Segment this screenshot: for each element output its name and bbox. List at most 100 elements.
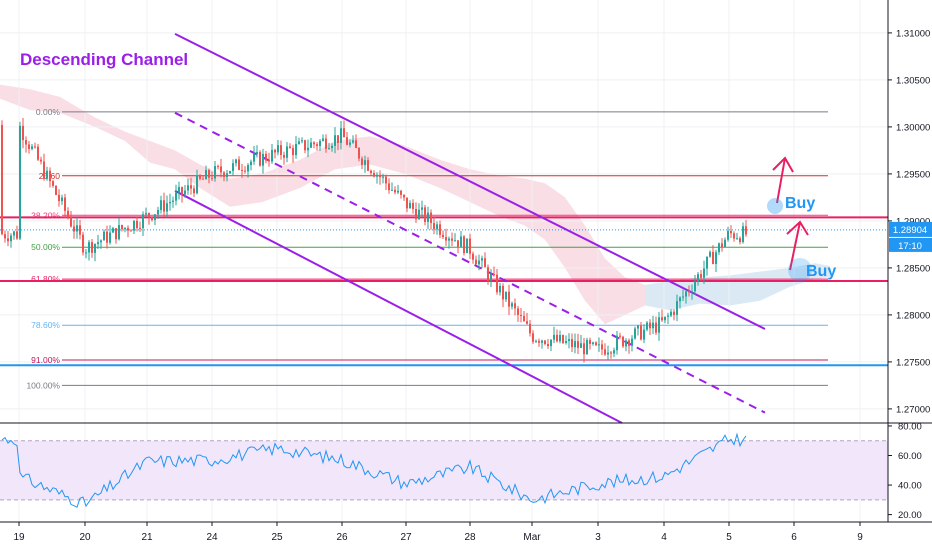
candle-body (694, 281, 696, 292)
candle-body (664, 316, 666, 321)
fib-level-label: 0.00% (36, 107, 61, 117)
candle-body (178, 187, 180, 193)
candle-body (109, 232, 111, 243)
descending-channel (174, 32, 766, 424)
candle-body (283, 154, 285, 158)
candle-body (7, 238, 9, 242)
candle-body (649, 322, 651, 329)
candle-body (67, 210, 69, 218)
candle-body (91, 242, 93, 253)
candle-body (238, 159, 240, 170)
time-tick-label: 26 (336, 532, 348, 543)
candle-body (511, 303, 513, 307)
candle-body (721, 243, 723, 248)
candle-body (640, 325, 642, 340)
candle-body (52, 181, 54, 186)
candle-body (85, 252, 87, 254)
candle-body (616, 335, 618, 351)
candle-body (307, 147, 309, 151)
candle-body (166, 203, 168, 212)
time-tick-label: 3 (595, 532, 601, 543)
candle-body (610, 352, 612, 354)
candle-body (190, 185, 192, 189)
candle-body (661, 317, 663, 321)
candle-body (592, 342, 594, 344)
candle-body (40, 159, 42, 162)
candle-body (202, 178, 204, 180)
candle-body (589, 339, 591, 344)
candle-body (697, 274, 699, 282)
time-tick-label: 19 (13, 532, 25, 543)
candle-body (148, 213, 150, 218)
fib-level-label: 38.20% (31, 210, 60, 220)
candle-body (418, 209, 420, 220)
chart-title: Descending Channel (20, 50, 189, 69)
candle-body (211, 177, 213, 179)
candle-body (274, 149, 276, 153)
rsi-line (1, 432, 747, 508)
candle-body (736, 238, 738, 240)
candle-body (679, 297, 681, 302)
price-tick-label: 1.30500 (896, 75, 930, 86)
candle-body (337, 135, 339, 143)
candle-body (478, 260, 480, 265)
countdown-label: 17:10 (898, 241, 922, 252)
candle-body (58, 194, 60, 202)
candle-body (295, 143, 297, 156)
candle-body (4, 234, 6, 239)
candle-body (529, 323, 531, 334)
candle-body (103, 231, 105, 241)
candle-body (136, 220, 138, 228)
candle-body (688, 291, 690, 293)
candle-body (469, 238, 471, 254)
candle-body (250, 161, 252, 166)
candle-body (604, 349, 606, 355)
time-tick-label: 21 (141, 532, 153, 543)
candle-body (466, 238, 468, 254)
candle-body (133, 220, 135, 231)
candle-body (553, 334, 555, 340)
candle-body (451, 238, 453, 241)
candle-body (184, 190, 186, 195)
candle-body (352, 140, 354, 143)
candle-body (241, 169, 243, 171)
candle-body (571, 339, 573, 348)
channel-lower-line (174, 189, 623, 424)
candle-body (358, 148, 360, 159)
price-tick-label: 1.27000 (896, 404, 930, 415)
fib-level-label: 61.80% (31, 274, 60, 284)
candle-body (646, 322, 648, 330)
candle-body (142, 214, 144, 229)
time-tick-label: 28 (464, 532, 476, 543)
candle-body (334, 135, 336, 146)
candle-body (709, 251, 711, 257)
candle-body (286, 146, 288, 158)
buy-label-2: Buy (806, 263, 836, 280)
time-tick-label: 4 (661, 532, 667, 543)
candle-body (631, 338, 633, 346)
candle-body (289, 146, 291, 148)
candle-body (367, 160, 369, 171)
candle-body (64, 197, 66, 211)
candle-body (706, 256, 708, 269)
candle-body (502, 285, 504, 300)
candle-body (520, 315, 522, 317)
candle-body (409, 202, 411, 209)
candle-body (577, 341, 579, 348)
fib-level-label: 91.00% (31, 355, 60, 365)
candle-body (673, 311, 675, 315)
candle-body (613, 350, 615, 354)
price-tick-label: 1.31000 (896, 28, 930, 39)
candle-body (1, 125, 3, 235)
candle-body (658, 317, 660, 333)
candle-body (22, 125, 24, 141)
rsi-tick-label: 80.00 (898, 421, 922, 432)
candle-body (232, 163, 234, 172)
candle-body (304, 140, 306, 151)
candle-body (685, 291, 687, 297)
candle-body (217, 166, 219, 168)
candle-body (652, 322, 654, 329)
